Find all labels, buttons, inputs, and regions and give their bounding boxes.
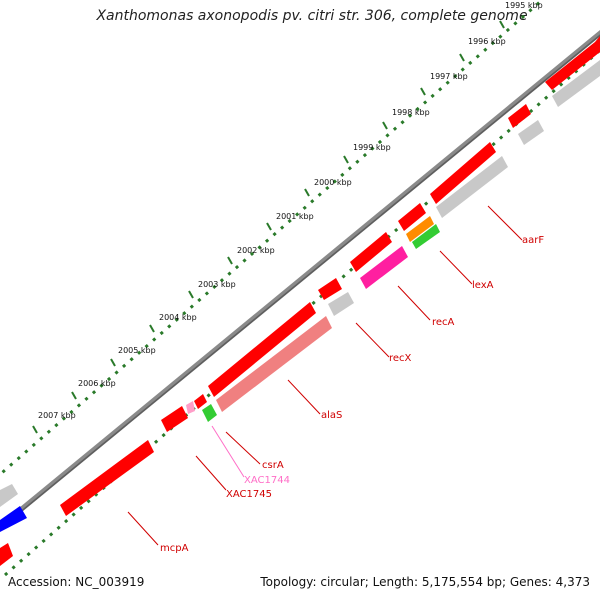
major-tick <box>71 391 77 400</box>
gene-arrow <box>186 401 195 414</box>
gene-arrow <box>328 292 354 316</box>
leader-line <box>355 322 390 358</box>
major-tick <box>459 53 465 62</box>
gene-label-XAC1745: XAC1745 <box>226 489 272 500</box>
major-tick <box>110 358 116 367</box>
gene-arrow <box>0 484 18 507</box>
gene-label-alaS: alaS <box>321 410 342 421</box>
leader-line <box>211 425 245 478</box>
gene-label-aarF: aarF <box>522 235 544 246</box>
gene-arrow <box>360 246 408 289</box>
leader-line <box>127 511 159 546</box>
gene-label-lexA: lexA <box>472 280 494 291</box>
tick-label: 1997 kbp <box>430 72 468 81</box>
gene-label-mcpA: mcpA <box>160 543 189 554</box>
gene-arrow <box>208 302 316 397</box>
major-tick <box>420 87 426 96</box>
tick-label: 1995 kbp <box>505 1 543 10</box>
tick-label: 1996 kbp <box>468 37 506 46</box>
gene-arrow <box>202 404 217 422</box>
tick-label: 2000 kbp <box>314 178 352 187</box>
gene-arrow <box>161 406 188 432</box>
gene-arrow <box>194 394 207 409</box>
gene-label-recX: recX <box>389 353 412 364</box>
tick-label: 2001 kbp <box>276 212 314 221</box>
major-tick <box>382 121 388 130</box>
tick-labels: 1995 kbp 1996 kbp 1997 kbp 1998 kbp 1999… <box>38 1 543 420</box>
major-tick <box>343 155 349 164</box>
leader-line <box>439 250 473 285</box>
genome-title: Xanthomonas axonopodis pv. citri str. 30… <box>96 8 528 24</box>
gene-arrow <box>398 203 426 231</box>
outer-dotted-ring <box>0 0 545 477</box>
leader-line <box>225 431 261 465</box>
label-leader-lines <box>127 205 523 546</box>
gene-label-recA: recA <box>432 317 455 328</box>
major-tick <box>188 290 194 299</box>
tick-label: 1998 kbp <box>392 108 430 117</box>
major-tick <box>149 324 155 333</box>
leader-line <box>287 379 321 415</box>
major-tick <box>32 425 38 434</box>
gene-label-csrA: csrA <box>262 460 284 471</box>
gene-arrow <box>318 278 342 300</box>
gene-arrow <box>60 440 154 516</box>
leader-line <box>487 205 523 241</box>
gene-arrow <box>412 224 440 249</box>
tick-label: 2002 kbp <box>237 246 275 255</box>
tick-label: 2004 kbp <box>159 313 197 322</box>
gene-arrow <box>508 104 531 128</box>
gene-arrow <box>406 216 434 242</box>
leader-line <box>195 455 227 491</box>
gene-arrow <box>518 120 544 145</box>
tick-label: 2006 kbp <box>78 379 116 388</box>
gene-arrow <box>0 506 27 532</box>
tick-label: 2005 kbp <box>118 346 156 355</box>
gene-arrow <box>0 543 13 566</box>
gene-labels: aarF lexA recA recX alaS csrA XAC1744 XA… <box>160 235 544 554</box>
tick-label: 2007 kbp <box>38 411 76 420</box>
major-tick <box>266 222 272 231</box>
gene-arrow <box>552 60 600 107</box>
reverse-strand-genes <box>186 60 600 422</box>
forward-strand-genes <box>0 36 600 566</box>
gene-arrow <box>436 156 508 218</box>
accession-text: Accession: NC_003919 <box>8 575 145 589</box>
major-tick <box>304 188 310 197</box>
gene-arrow <box>430 142 496 204</box>
gene-arrow <box>545 36 600 90</box>
genome-backbone-shadow <box>0 34 600 530</box>
tick-label: 2003 kbp <box>198 280 236 289</box>
leader-line <box>397 285 431 321</box>
tick-label: 1999 kbp <box>353 143 391 152</box>
major-tick <box>499 20 505 29</box>
major-ticks <box>32 20 505 434</box>
genome-summary-text: Topology: circular; Length: 5,175,554 bp… <box>260 575 590 589</box>
gene-arrow <box>350 232 392 272</box>
gene-label-XAC1744: XAC1744 <box>244 475 290 486</box>
gene-arrow <box>216 316 332 412</box>
genome-backbone <box>0 29 600 531</box>
major-tick <box>227 256 233 265</box>
